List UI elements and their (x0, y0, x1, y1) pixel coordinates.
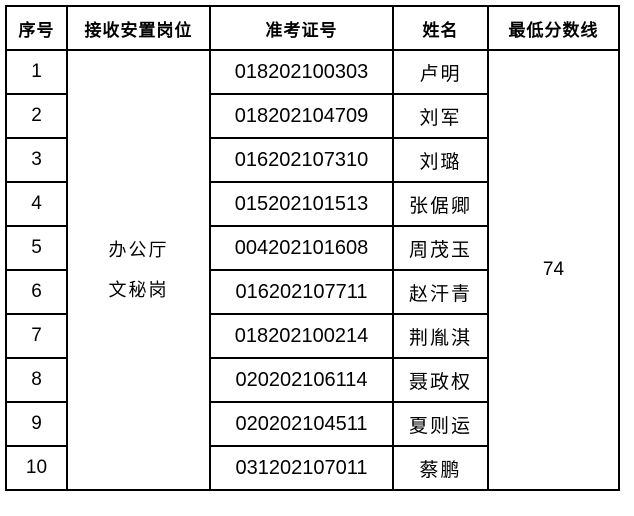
ticket-cell: 016202107711 (209, 269, 394, 315)
serial-cell: 9 (5, 401, 68, 447)
col-header-name: 姓名 (392, 5, 489, 51)
table-row: 3 016202107310 刘璐 (5, 137, 619, 183)
serial-cell: 4 (5, 181, 68, 227)
name-cell: 荆胤淇 (392, 313, 489, 359)
name-cell: 张倨卿 (392, 181, 489, 227)
serial-cell: 6 (5, 269, 68, 315)
ticket-cell: 020202104511 (209, 401, 394, 447)
table-body: 1 办公厅 文秘岗 018202100303 卢明 74 2 018202104709 刘军 3 0… (5, 49, 620, 491)
table-row: 6 016202107711 赵汗青 (5, 269, 619, 315)
serial-cell: 5 (5, 225, 68, 271)
col-header-serial: 序号 (5, 5, 68, 51)
min-score-cell: 74 (487, 49, 620, 491)
table-row: 8 020202106114 聂政权 (5, 357, 619, 403)
col-header-ticket: 准考证号 (209, 5, 394, 51)
name-cell: 刘璐 (392, 137, 489, 183)
placement-table: 序号 接收安置岗位 准考证号 姓名 最低分数线 1 办公厅 文秘岗 018202100… (5, 5, 620, 491)
table-row: 10 031202107011 蔡鹏 (5, 445, 619, 491)
position-line-2: 文秘岗 (108, 280, 169, 300)
ticket-cell: 018202104709 (209, 93, 394, 139)
ticket-cell: 016202107310 (209, 137, 394, 183)
ticket-cell: 015202101513 (209, 181, 394, 227)
table-row: 2 018202104709 刘军 (5, 93, 619, 139)
table-row: 5 004202101608 周茂玉 (5, 225, 619, 271)
name-cell: 夏则运 (392, 401, 489, 447)
ticket-cell: 031202107011 (209, 445, 394, 491)
ticket-cell: 004202101608 (209, 225, 394, 271)
header-row: 序号 接收安置岗位 准考证号 姓名 最低分数线 (5, 5, 620, 51)
table-row: 7 018202100214 荆胤淇 (5, 313, 619, 359)
col-header-min-score: 最低分数线 (487, 5, 620, 51)
serial-cell: 2 (5, 93, 68, 139)
table-head: 序号 接收安置岗位 准考证号 姓名 最低分数线 (5, 5, 620, 51)
name-cell: 蔡鹏 (392, 445, 489, 491)
name-cell: 刘军 (392, 93, 489, 139)
table-row: 1 办公厅 文秘岗 018202100303 卢明 74 (5, 49, 620, 491)
ticket-cell: 018202100303 (209, 49, 394, 95)
serial-cell: 1 (5, 49, 68, 95)
serial-cell: 3 (5, 137, 68, 183)
serial-cell: 8 (5, 357, 68, 403)
table-row: 9 020202104511 夏则运 (5, 401, 619, 447)
ticket-cell: 018202100214 (209, 313, 394, 359)
name-cell: 卢明 (392, 49, 489, 95)
position-line-1: 办公厅 (108, 240, 169, 260)
col-header-position: 接收安置岗位 (66, 5, 211, 51)
name-cell: 周茂玉 (392, 225, 489, 271)
table-row: 4 015202101513 张倨卿 (5, 181, 619, 227)
name-cell: 赵汗青 (392, 269, 489, 315)
serial-cell: 10 (5, 445, 68, 491)
serial-cell: 7 (5, 313, 68, 359)
ticket-cell: 020202106114 (209, 357, 394, 403)
position-cell: 办公厅 文秘岗 (66, 49, 211, 491)
name-cell: 聂政权 (392, 357, 489, 403)
